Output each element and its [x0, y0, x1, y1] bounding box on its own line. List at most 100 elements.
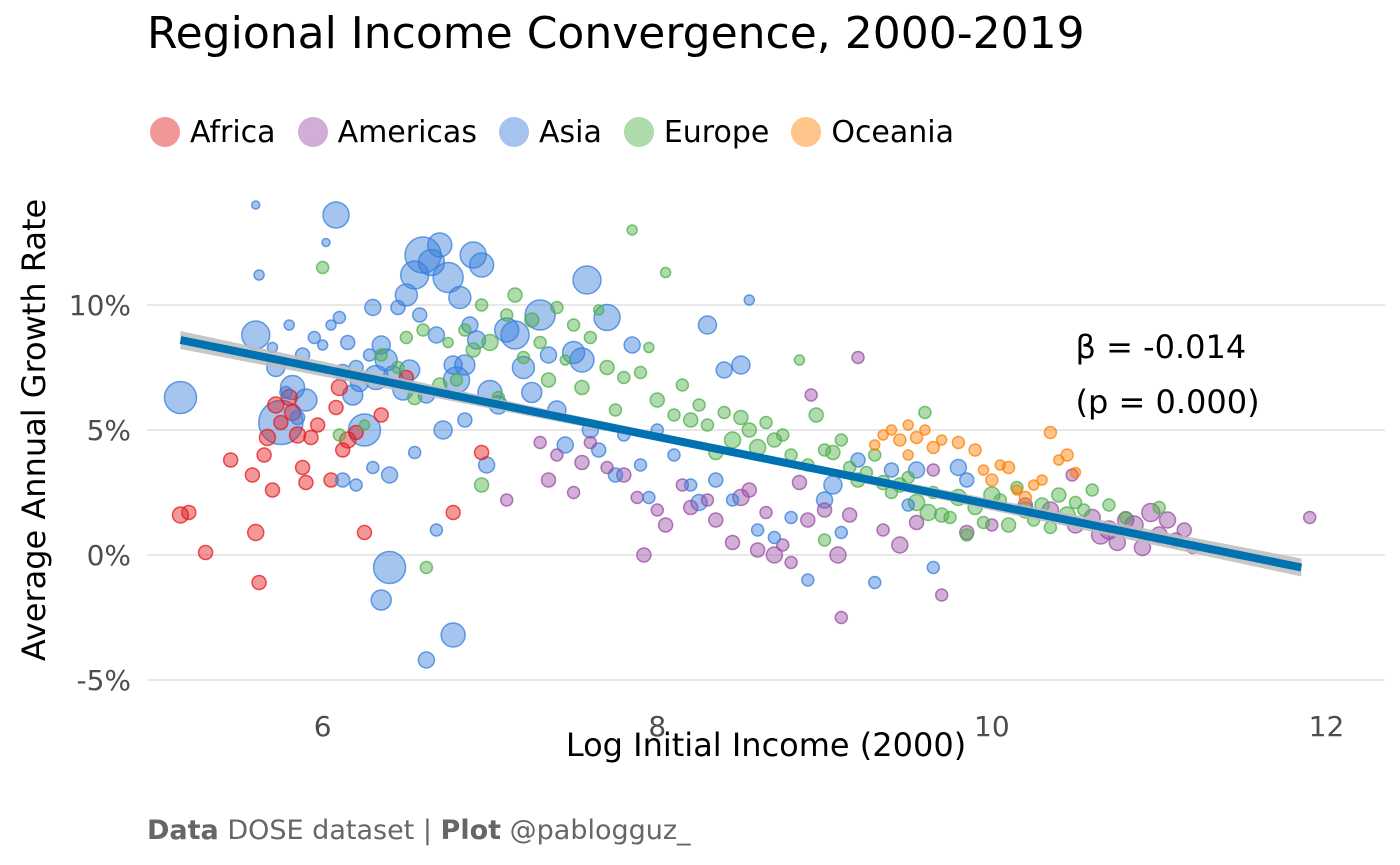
- data-points: [163, 200, 1317, 669]
- point-africa: [473, 444, 490, 461]
- point-europe: [717, 405, 731, 420]
- point-americas: [829, 546, 847, 564]
- point-oceania: [1069, 466, 1082, 479]
- point-europe: [808, 407, 824, 423]
- point-africa: [267, 396, 285, 414]
- point-europe: [943, 510, 957, 525]
- point-americas: [533, 435, 547, 450]
- x-tick-label: 6: [314, 710, 332, 743]
- caption-data-label: Data: [147, 815, 219, 846]
- point-americas: [574, 454, 590, 471]
- point-europe: [566, 318, 581, 332]
- point-europe: [766, 432, 783, 448]
- point-asia: [334, 472, 351, 488]
- point-europe: [659, 266, 672, 279]
- point-asia: [767, 530, 782, 545]
- point-oceania: [909, 430, 924, 445]
- point-asia: [524, 299, 556, 331]
- point-asia: [539, 346, 558, 364]
- point-asia: [784, 510, 798, 525]
- point-africa: [334, 442, 351, 458]
- point-europe: [416, 323, 430, 337]
- point-asia: [427, 232, 453, 258]
- legend-swatch-americas: [297, 117, 328, 147]
- point-oceania: [902, 419, 914, 431]
- point-asia: [633, 458, 648, 472]
- point-asia: [407, 445, 422, 460]
- point-europe: [332, 428, 347, 442]
- point-europe: [1085, 483, 1099, 497]
- x-tick-label: 8: [648, 710, 666, 743]
- point-africa: [356, 524, 373, 541]
- point-americas: [1176, 522, 1192, 538]
- chart-title: Regional Income Convergence, 2000-2019: [147, 8, 1085, 59]
- point-asia: [901, 498, 915, 512]
- x-axis-label: Log Initial Income (2000): [565, 726, 967, 764]
- point-americas: [636, 547, 652, 563]
- point-americas: [724, 534, 741, 551]
- point-americas: [1141, 502, 1161, 523]
- point-oceania: [1043, 425, 1058, 440]
- point-africa: [288, 426, 307, 444]
- point-europe: [667, 408, 681, 422]
- point-europe: [1051, 487, 1067, 503]
- point-americas: [499, 493, 514, 507]
- point-oceania: [1027, 479, 1040, 491]
- point-africa: [303, 429, 319, 446]
- point-asia: [834, 525, 849, 540]
- point-americas: [657, 517, 674, 533]
- point-europe: [1102, 498, 1116, 512]
- point-americas: [891, 536, 909, 554]
- point-asia: [371, 335, 391, 355]
- legend-swatch-asia: [498, 117, 529, 147]
- point-asia: [322, 201, 350, 229]
- point-europe: [617, 370, 631, 385]
- point-europe: [1000, 517, 1017, 533]
- point-oceania: [935, 434, 948, 446]
- point-asia: [440, 622, 466, 648]
- point-europe: [1068, 495, 1083, 510]
- point-asia: [294, 388, 318, 412]
- point-africa: [264, 482, 281, 498]
- point-asia: [250, 200, 261, 210]
- point-europe: [358, 419, 371, 431]
- point-asia: [683, 478, 698, 492]
- point-europe: [918, 405, 932, 420]
- point-asia: [417, 248, 446, 277]
- legend-item-europe: Europe: [623, 115, 769, 150]
- point-europe: [733, 409, 749, 426]
- point-asia: [801, 573, 815, 587]
- point-europe: [458, 323, 472, 337]
- point-asia: [593, 303, 621, 332]
- point-europe: [481, 333, 499, 352]
- point-europe: [817, 443, 832, 457]
- point-oceania: [877, 429, 889, 441]
- chart-legend: Africa Americas Asia Europe Oceania: [150, 112, 976, 152]
- point-asia: [340, 334, 356, 351]
- point-americas: [650, 503, 665, 517]
- point-asia: [370, 589, 392, 611]
- point-americas: [791, 474, 808, 491]
- point-oceania: [919, 424, 931, 436]
- point-asia: [743, 294, 756, 306]
- point-americas: [682, 499, 699, 516]
- point-americas: [804, 388, 818, 402]
- point-europe: [499, 308, 514, 322]
- point-africa: [294, 459, 311, 476]
- point-africa: [251, 574, 267, 591]
- point-europe: [442, 336, 454, 349]
- point-asia: [457, 412, 473, 428]
- point-americas: [851, 350, 865, 365]
- point-asia: [349, 478, 363, 492]
- x-tick-label: 12: [1309, 710, 1345, 743]
- point-americas: [700, 493, 715, 507]
- point-europe: [775, 428, 790, 442]
- point-africa: [258, 428, 277, 447]
- point-americas: [749, 542, 766, 558]
- point-asia: [332, 310, 347, 325]
- point-asia: [163, 380, 198, 415]
- point-asia: [926, 560, 941, 575]
- point-africa: [330, 378, 349, 397]
- point-europe: [741, 422, 758, 438]
- point-oceania: [885, 424, 898, 436]
